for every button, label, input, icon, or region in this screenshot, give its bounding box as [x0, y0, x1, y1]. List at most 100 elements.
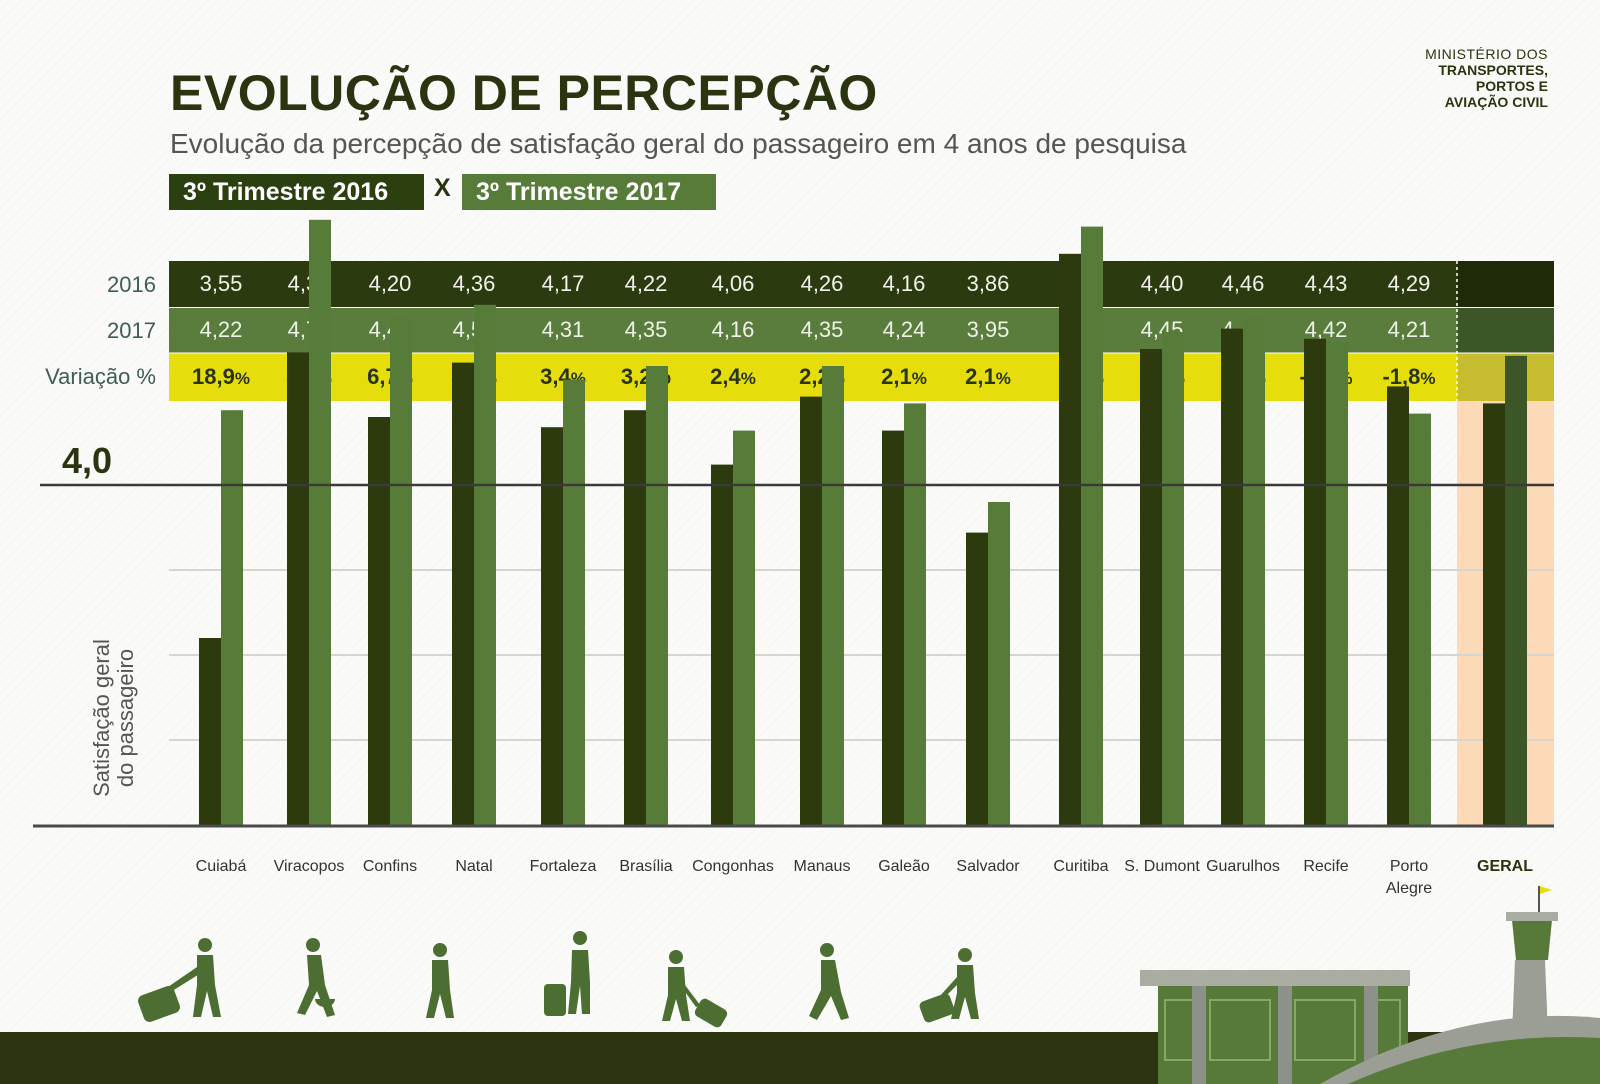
bar-2016: [1304, 338, 1326, 825]
bar-2016: [624, 410, 646, 825]
value-2016: 3,55: [199, 271, 243, 296]
bar-2017: [904, 403, 926, 825]
bar-2017: [1162, 332, 1184, 825]
value-2017: 4,21: [1387, 317, 1431, 342]
bar-2016: [1387, 386, 1409, 825]
variation-value: 2,4%: [689, 355, 777, 399]
bar-2016: [1483, 403, 1505, 825]
page-title: EVOLUÇÃO DE PERCEPÇÃO: [170, 65, 878, 121]
category-label: Curitiba: [1053, 858, 1109, 875]
category-label: Porto Alegre: [1385, 858, 1433, 897]
row-2017-label: 2017: [107, 318, 156, 343]
value-2016: 4,17: [541, 271, 585, 296]
page-subtitle: Evolução da percepção de satisfação gera…: [170, 128, 1187, 159]
value-2016: 4,26: [800, 271, 844, 296]
variation-value: 2,1%: [860, 355, 948, 399]
terminal-roof: [1140, 970, 1410, 986]
reference-value-label: 4,0: [61, 440, 113, 481]
category-label: Recife: [1303, 858, 1349, 875]
variation-number: 2,1: [965, 364, 996, 389]
passenger-silhouette-icon: [809, 943, 849, 1020]
value-2016: 4,16: [882, 271, 926, 296]
passenger-silhouette-icon: [138, 938, 221, 1022]
variation-value: 18,9%: [177, 355, 265, 399]
bar-2016: [1059, 253, 1081, 826]
value-2016: 4,06: [711, 271, 755, 296]
tower-top: [1506, 912, 1558, 921]
ministry-line1: MINISTÉRIO DOS: [1425, 46, 1548, 62]
passenger-silhouette-icon: [426, 943, 454, 1018]
geral-2017-cell-bg: [1457, 308, 1554, 353]
category-label: Guarulhos: [1206, 858, 1280, 875]
legend-2016-tag: 3º Trimestre 2016: [169, 174, 424, 210]
value-2016: 4,29: [1387, 271, 1431, 296]
category-label: Natal: [455, 858, 493, 875]
value-2016: 4,22: [624, 271, 668, 296]
value-2017: 3,95: [966, 317, 1010, 342]
variation-value: 2,1%: [944, 355, 1032, 399]
category-label: S. Dumont: [1124, 858, 1200, 875]
value-2016: 4,40: [1140, 271, 1184, 296]
category-label: Confins: [362, 858, 418, 875]
category-label: Salvador: [956, 858, 1020, 875]
flag-icon: [1540, 886, 1552, 894]
passengers-illustration: [138, 931, 979, 1028]
category-label: GERAL: [1477, 858, 1533, 875]
passenger-silhouette-icon: [544, 931, 590, 1016]
bar-2017: [474, 304, 496, 825]
tower-cabin: [1512, 920, 1552, 960]
bar-2017: [1505, 355, 1527, 825]
bar-2017: [988, 502, 1010, 825]
versus-label: X: [434, 174, 451, 202]
bar-2016: [452, 362, 474, 825]
terminal-arch-inner: [1348, 1036, 1600, 1084]
value-2016: 4,20: [368, 271, 412, 296]
bar-2016: [1140, 349, 1162, 825]
row-2016-label: 2016: [107, 272, 156, 297]
legend-2017-tag: 3º Trimestre 2017: [462, 174, 716, 210]
bar-2017: [390, 318, 412, 825]
value-2017: 4,35: [800, 317, 844, 342]
variation-percent-sign: %: [740, 369, 756, 388]
bar-2016: [368, 417, 390, 825]
bar-2016: [287, 352, 309, 825]
value-2017: 4,22: [199, 317, 243, 342]
bar-2017: [563, 379, 585, 825]
bar-2016: [711, 464, 733, 825]
value-2017: 4,16: [711, 317, 755, 342]
bar-2017: [1409, 413, 1431, 825]
variation-value: -1,8%: [1365, 355, 1453, 399]
value-2016: 4,43: [1304, 271, 1348, 296]
value-2017: 4,31: [541, 317, 585, 342]
variation-percent-sign: %: [234, 369, 250, 388]
value-2017: 4,35: [624, 317, 668, 342]
value-2017: 4,24: [882, 317, 926, 342]
airport-illustration: [1140, 886, 1600, 1084]
bar-2016: [199, 638, 221, 825]
row-2016-background: [169, 261, 1554, 307]
variation-number: -1,8: [1382, 364, 1421, 389]
variation-percent-sign: %: [995, 369, 1011, 388]
value-2017: 4,42: [1304, 317, 1348, 342]
ministry-logo: MINISTÉRIO DOS TRANSPORTES, PORTOS E AVI…: [1425, 46, 1548, 110]
variation-percent-sign: %: [1420, 369, 1436, 388]
bar-2017: [1243, 318, 1265, 825]
category-label: Brasília: [619, 858, 673, 875]
category-label: Manaus: [793, 858, 851, 875]
bar-2017: [822, 366, 844, 825]
bar-2017: [1081, 226, 1103, 826]
bar-2017: [1326, 342, 1348, 825]
variation-number: 18,9: [192, 364, 235, 389]
variation-percent-sign: %: [911, 369, 927, 388]
bar-2016: [1221, 328, 1243, 825]
terminal-pillar: [1192, 986, 1206, 1084]
bar-2017: [733, 430, 755, 825]
bar-2016: [541, 427, 563, 825]
category-label: Viracopos: [273, 858, 345, 875]
passenger-silhouette-icon: [297, 938, 335, 1017]
geral-2016-cell-bg: [1457, 261, 1554, 307]
value-2016: 4,36: [452, 271, 496, 296]
terminal-pillar: [1278, 986, 1292, 1084]
bar-2017: [309, 219, 331, 826]
